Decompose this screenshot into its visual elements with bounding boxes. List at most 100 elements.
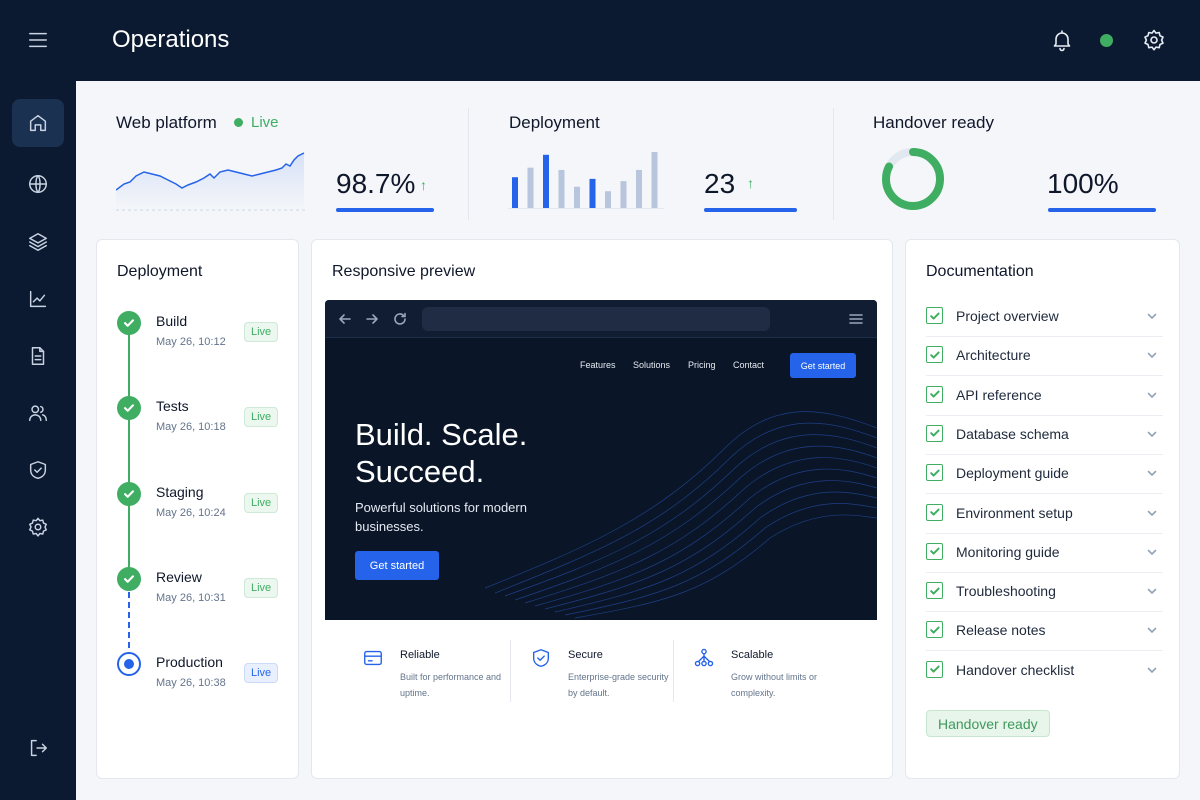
shield-icon[interactable] [12, 446, 64, 494]
analytics-icon[interactable] [12, 275, 64, 323]
check-icon [117, 482, 141, 506]
bell-icon[interactable] [1050, 28, 1074, 52]
chevron-down-icon[interactable] [1145, 466, 1159, 480]
checkbox-checked-icon[interactable] [926, 464, 943, 482]
doc-item-label: Handover checklist [956, 661, 1075, 678]
live-dot [234, 118, 243, 127]
nav-contact[interactable]: Contact [733, 360, 765, 370]
feature-secure: Secure Enterprise-grade security by defa… [530, 645, 690, 715]
globe-icon[interactable] [12, 160, 64, 208]
chevron-down-icon[interactable] [1145, 388, 1159, 402]
nav-solutions[interactable]: Solutions [633, 360, 671, 370]
doc-item-project-overview[interactable]: Project overview [926, 298, 1163, 337]
address-bar[interactable] [422, 307, 770, 331]
timeline-step-tests: Tests May 26, 10:18 Live [117, 396, 297, 446]
doc-item-label: API reference [956, 386, 1042, 403]
deployment-bar [574, 186, 580, 208]
gear-icon[interactable] [1142, 28, 1166, 52]
status-badge: Live [244, 407, 279, 427]
menu-icon[interactable] [848, 311, 864, 327]
back-arrow-icon[interactable] [337, 311, 353, 327]
nav-pricing[interactable]: Pricing [688, 360, 716, 370]
checkbox-checked-icon[interactable] [926, 660, 943, 678]
nav-features[interactable]: Features [580, 360, 616, 370]
doc-item-troubleshooting[interactable]: Troubleshooting [926, 573, 1163, 613]
layers-icon[interactable] [12, 218, 64, 266]
step-name: Build [156, 313, 188, 329]
deployment-bar [589, 178, 596, 208]
logout-icon[interactable] [12, 724, 64, 772]
page-title: Operations [112, 26, 230, 53]
chevron-down-icon[interactable] [1145, 348, 1159, 362]
settings-icon[interactable] [12, 503, 64, 551]
deployment-bar [558, 169, 565, 208]
step-name: Review [156, 569, 202, 585]
feature-desc: Grow without limits or complexity. [731, 672, 818, 698]
chevron-down-icon[interactable] [1145, 623, 1159, 637]
checkbox-checked-icon[interactable] [926, 385, 943, 403]
chevron-down-icon[interactable] [1145, 663, 1159, 677]
deployment-card: Deployment Build May 26, 10:12 Live Test… [96, 239, 299, 779]
status-badge: Live [244, 322, 279, 342]
step-name: Tests [156, 398, 189, 414]
doc-item-database-schema[interactable]: Database schema [926, 416, 1163, 455]
checkbox-checked-icon[interactable] [926, 582, 943, 600]
deployment-bar [651, 152, 658, 208]
chevron-down-icon[interactable] [1145, 545, 1159, 559]
feature-scalable: Scalable Grow without limits or complexi… [693, 645, 853, 715]
doc-item-label: Monitoring guide [956, 543, 1060, 560]
doc-item-deployment-guide[interactable]: Deployment guide [926, 455, 1163, 495]
chevron-down-icon[interactable] [1145, 506, 1159, 520]
web-platform-title: Web platform [116, 113, 217, 132]
timeline-step-build: Build May 26, 10:12 Live [117, 311, 297, 361]
checkbox-checked-icon[interactable] [926, 424, 943, 442]
deployment-progress [704, 208, 797, 212]
network-icon [694, 648, 714, 667]
home-icon[interactable] [12, 99, 64, 147]
feature-desc: Built for performance and uptime. [400, 672, 502, 698]
users-icon[interactable] [12, 389, 64, 437]
status-badge: Live [244, 493, 279, 513]
checkbox-checked-icon[interactable] [926, 503, 943, 521]
uptime-value: 98.7% [336, 168, 416, 199]
menu-icon[interactable] [12, 16, 64, 64]
divider [510, 640, 511, 702]
step-time: May 26, 10:12 [156, 336, 226, 348]
sidebar [0, 0, 76, 800]
doc-item-monitoring-guide[interactable]: Monitoring guide [926, 534, 1163, 573]
top-bar: Operations [76, 0, 1200, 81]
checkbox-checked-icon[interactable] [926, 621, 943, 639]
timeline-step-production: Production May 26, 10:38 Live [117, 652, 297, 702]
chevron-down-icon[interactable] [1145, 309, 1159, 323]
shield-check-icon [532, 649, 550, 667]
doc-item-architecture[interactable]: Architecture [926, 337, 1163, 377]
divider [468, 108, 469, 220]
chevron-down-icon[interactable] [1145, 427, 1159, 441]
doc-item-api-reference[interactable]: API reference [926, 377, 1163, 416]
forward-arrow-icon[interactable] [364, 311, 380, 327]
feature-reliable: Reliable Built for performance and uptim… [362, 645, 522, 715]
online-status-dot [1100, 34, 1113, 47]
document-icon[interactable] [12, 332, 64, 380]
hero-get-started-button[interactable]: Get started [355, 551, 439, 580]
nav-get-started-button[interactable]: Get started [790, 353, 856, 378]
doc-item-handover-checklist[interactable]: Handover checklist [926, 652, 1163, 691]
timeline-step-staging: Staging May 26, 10:24 Live [117, 482, 297, 532]
timeline-pending-line [128, 592, 130, 658]
trend-up-icon: ↑ [747, 175, 754, 191]
step-time: May 26, 10:38 [156, 677, 226, 689]
checkbox-checked-icon[interactable] [926, 542, 943, 560]
deployment-bar [636, 169, 642, 208]
doc-item-label: Environment setup [956, 504, 1073, 521]
hero-wave-graphic [484, 411, 877, 619]
chevron-down-icon[interactable] [1145, 584, 1159, 598]
doc-item-label: Release notes [956, 622, 1046, 639]
checkbox-checked-icon[interactable] [926, 307, 943, 324]
checkbox-checked-icon[interactable] [926, 346, 943, 364]
step-time: May 26, 10:31 [156, 592, 226, 604]
reload-icon[interactable] [392, 311, 408, 327]
doc-item-release-notes[interactable]: Release notes [926, 612, 1163, 652]
step-time: May 26, 10:18 [156, 421, 226, 433]
doc-item-environment-setup[interactable]: Environment setup [926, 495, 1163, 534]
trend-up-icon: ↑ [420, 177, 427, 193]
